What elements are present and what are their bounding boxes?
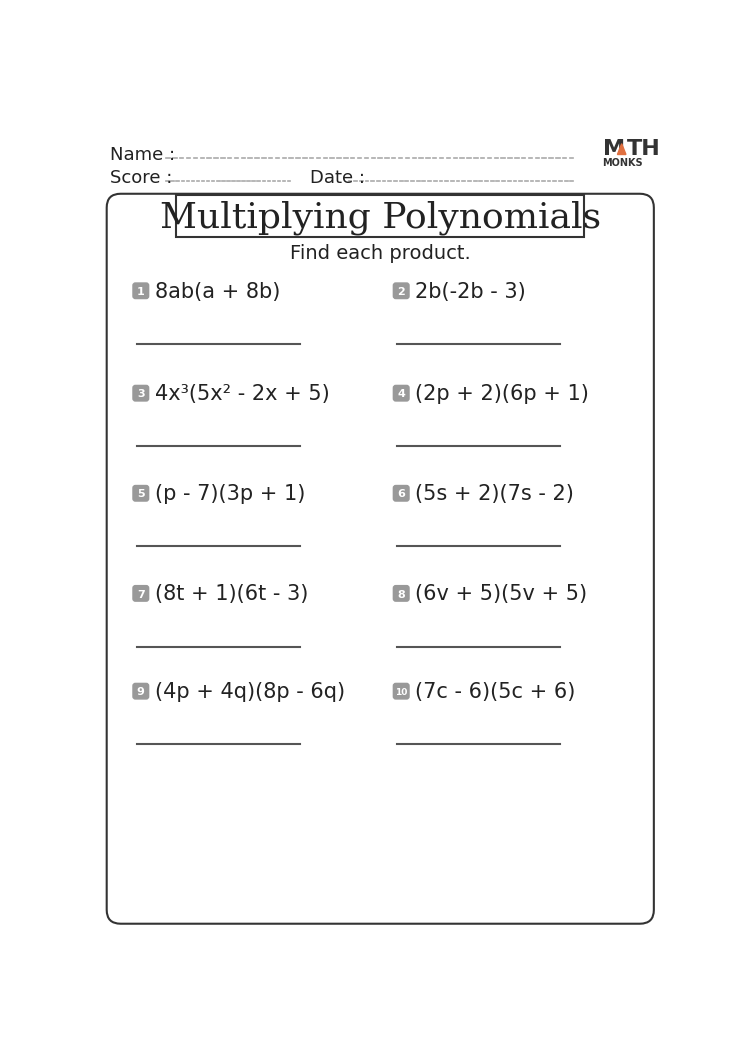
Text: M: M <box>603 139 625 160</box>
FancyBboxPatch shape <box>393 384 410 402</box>
FancyBboxPatch shape <box>132 282 149 299</box>
Text: Score :: Score : <box>110 169 172 187</box>
FancyBboxPatch shape <box>393 485 410 502</box>
Text: 8: 8 <box>397 589 405 600</box>
Text: 2b(-2b - 3): 2b(-2b - 3) <box>416 281 526 301</box>
Text: Name :: Name : <box>110 146 175 164</box>
FancyBboxPatch shape <box>107 194 654 924</box>
Text: (7c - 6)(5c + 6): (7c - 6)(5c + 6) <box>416 681 576 702</box>
Text: 2: 2 <box>397 287 405 297</box>
Text: Date :: Date : <box>309 169 365 187</box>
Text: 5: 5 <box>137 489 145 500</box>
Polygon shape <box>617 144 626 154</box>
FancyBboxPatch shape <box>393 682 410 699</box>
Text: (6v + 5)(5v + 5): (6v + 5)(5v + 5) <box>416 584 587 604</box>
Text: Multiplying Polynomials: Multiplying Polynomials <box>160 201 601 235</box>
FancyBboxPatch shape <box>132 485 149 502</box>
Text: 10: 10 <box>395 688 407 697</box>
Text: 4: 4 <box>397 390 405 399</box>
Text: 4x³(5x² - 2x + 5): 4x³(5x² - 2x + 5) <box>155 384 329 404</box>
Text: (5s + 2)(7s - 2): (5s + 2)(7s - 2) <box>416 484 574 504</box>
Text: 6: 6 <box>397 489 405 500</box>
Text: (p - 7)(3p + 1): (p - 7)(3p + 1) <box>155 484 305 504</box>
FancyBboxPatch shape <box>393 282 410 299</box>
Text: 7: 7 <box>137 589 145 600</box>
Text: Find each product.: Find each product. <box>290 244 470 262</box>
Text: 1: 1 <box>137 287 145 297</box>
Bar <box>177 195 584 237</box>
Bar <box>177 195 584 237</box>
Text: (8t + 1)(6t - 3): (8t + 1)(6t - 3) <box>155 584 308 604</box>
Text: (4p + 4q)(8p - 6q): (4p + 4q)(8p - 6q) <box>155 681 345 702</box>
FancyBboxPatch shape <box>132 585 149 602</box>
FancyBboxPatch shape <box>393 585 410 602</box>
Text: 8ab(a + 8b): 8ab(a + 8b) <box>155 281 280 301</box>
Text: MONKS: MONKS <box>602 158 643 168</box>
Text: 3: 3 <box>137 390 145 399</box>
Text: (2p + 2)(6p + 1): (2p + 2)(6p + 1) <box>416 384 589 404</box>
FancyBboxPatch shape <box>132 682 149 699</box>
Text: TH: TH <box>627 139 660 160</box>
FancyBboxPatch shape <box>132 384 149 402</box>
Text: 9: 9 <box>137 688 145 697</box>
